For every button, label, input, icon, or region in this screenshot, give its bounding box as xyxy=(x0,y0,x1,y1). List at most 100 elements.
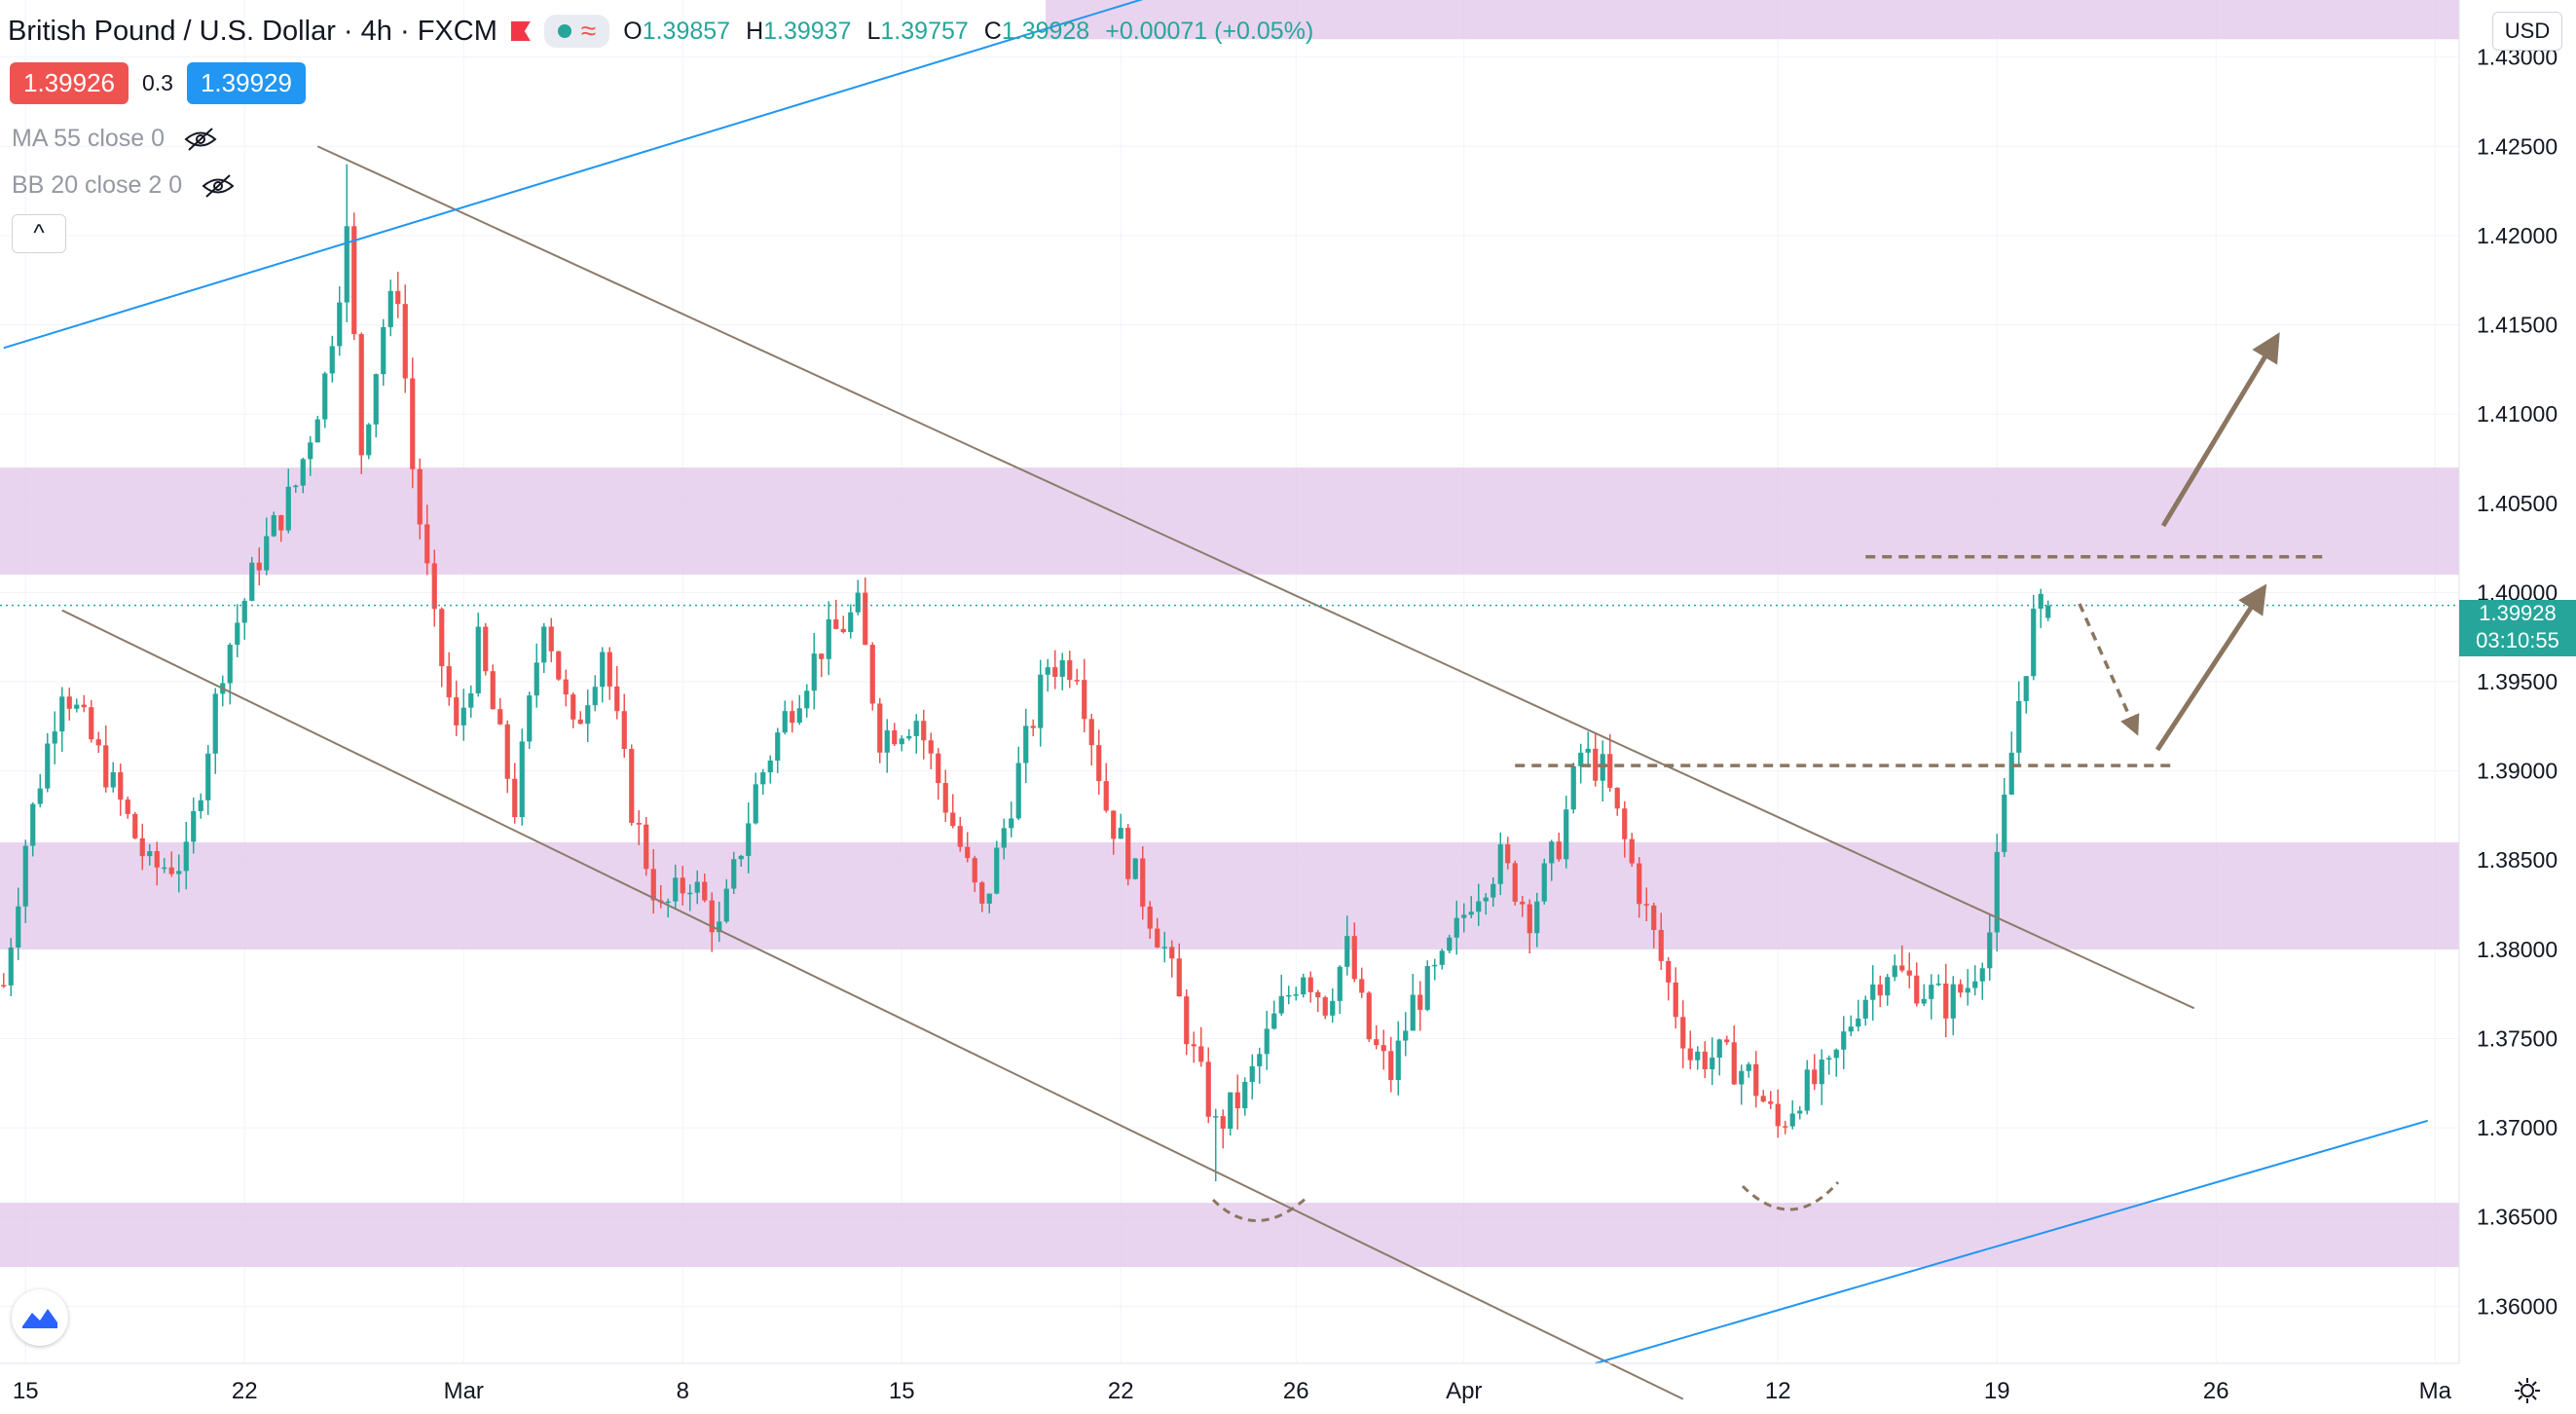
candle-body xyxy=(869,645,875,704)
candle-body xyxy=(497,709,503,725)
time-tick-label: Mar xyxy=(444,1378,484,1404)
candle-body xyxy=(986,893,992,904)
indicator-bb-label[interactable]: BB 20 close 2 0 xyxy=(12,171,183,199)
candle-body xyxy=(1556,841,1562,860)
candle-body xyxy=(329,346,335,374)
candle-body xyxy=(1088,719,1094,746)
trend-line[interactable] xyxy=(1595,1119,2429,1364)
indicator-bb[interactable]: BB 20 close 2 0 xyxy=(12,171,235,200)
candle-body xyxy=(1856,1018,1861,1027)
candle-body xyxy=(37,788,43,804)
hidden-eye-icon[interactable] xyxy=(184,127,217,152)
channel-line[interactable] xyxy=(61,609,1684,1400)
interval-label[interactable]: 4h xyxy=(360,15,392,47)
pullback-arrow[interactable] xyxy=(2078,603,2140,736)
candle-body xyxy=(1614,787,1620,809)
candle-body xyxy=(1015,763,1021,819)
candle-body xyxy=(1739,1070,1745,1085)
price-tick-label: 1.41500 xyxy=(2477,313,2558,338)
candle-body xyxy=(1410,994,1416,1031)
price-tick-label: 1.37500 xyxy=(2477,1025,2558,1051)
candle-body xyxy=(804,690,810,709)
candle-body xyxy=(1023,726,1029,763)
price-tick-label: 1.42500 xyxy=(2477,133,2558,159)
candle-body xyxy=(563,679,569,695)
candle-body xyxy=(1249,1065,1255,1082)
candle-body xyxy=(644,824,649,870)
indicator-ma[interactable]: MA 55 close 0 xyxy=(12,125,217,153)
candle-body xyxy=(154,851,160,868)
symbol-title[interactable]: British Pound / U.S. Dollar · 4h · FXCM xyxy=(8,15,497,47)
symbol-name[interactable]: British Pound / U.S. Dollar xyxy=(8,15,336,47)
candle-body xyxy=(855,592,861,613)
candle-body xyxy=(1059,660,1065,677)
candle-body xyxy=(241,600,247,623)
candle-body xyxy=(1234,1092,1240,1109)
settings-button[interactable] xyxy=(2504,1367,2551,1414)
candle-body xyxy=(1111,810,1117,839)
candle-body xyxy=(314,419,320,443)
candle-body xyxy=(592,687,598,706)
time-tick-label: 19 xyxy=(1984,1378,2010,1404)
candle-body xyxy=(1483,897,1489,902)
candle-body xyxy=(358,334,364,456)
candle-body xyxy=(1191,1044,1196,1047)
candle-body xyxy=(344,226,350,303)
currency-button[interactable]: USD xyxy=(2492,12,2562,51)
candle-body xyxy=(746,823,752,856)
candle-body xyxy=(928,740,934,754)
candle-body xyxy=(2008,752,2014,795)
candle-body xyxy=(118,771,124,800)
candle-body xyxy=(1972,981,1978,988)
candle-body xyxy=(775,732,781,762)
candle-body xyxy=(709,900,715,933)
time-tick-label: 15 xyxy=(889,1378,915,1404)
candle-body xyxy=(1301,977,1306,995)
bottom-arc[interactable] xyxy=(1741,1181,1840,1211)
currency-label: USD xyxy=(2504,19,2551,43)
candle-body xyxy=(767,761,773,773)
drawings[interactable] xyxy=(0,0,2459,1400)
candle-body xyxy=(936,753,941,784)
time-axis[interactable]: 15 22 Mar 8 15 22 26 Apr 12 19 26 Ma xyxy=(13,1378,2452,1404)
collapse-legend-button[interactable]: ^ xyxy=(12,214,66,253)
candle-body xyxy=(1038,674,1044,728)
sell-button[interactable]: 1.39926 xyxy=(10,62,129,104)
candle-body xyxy=(2045,605,2051,618)
candle-body xyxy=(1534,901,1540,934)
candle-body xyxy=(439,609,445,667)
up-arrow[interactable] xyxy=(2154,583,2267,752)
candle-body xyxy=(1264,1028,1270,1055)
candle-body xyxy=(1052,667,1058,677)
open-label: O xyxy=(623,17,643,45)
candle-body xyxy=(1731,1042,1737,1085)
candle-body xyxy=(1651,905,1657,930)
candle-body xyxy=(52,731,57,744)
buy-button[interactable]: 1.39929 xyxy=(186,62,306,104)
candle-body xyxy=(147,851,153,857)
candle-body xyxy=(1600,754,1605,781)
candle-body xyxy=(1520,901,1526,905)
market-status-pill[interactable]: ≈ xyxy=(543,15,610,48)
candle-body xyxy=(1344,936,1350,967)
trend-line[interactable] xyxy=(3,0,1245,350)
channel-line[interactable] xyxy=(316,145,2195,1010)
gear-icon xyxy=(2515,1378,2540,1403)
candle-body xyxy=(1687,1048,1693,1060)
candle-body xyxy=(125,800,130,814)
candle-body xyxy=(1490,883,1496,898)
candle-body xyxy=(1783,1126,1788,1128)
candle-body xyxy=(205,753,211,800)
candle-body xyxy=(1549,841,1555,864)
price-axis[interactable]: 1.36000 1.36500 1.37000 1.37500 1.38000 1.385… xyxy=(2477,45,2558,1320)
candle-body xyxy=(541,626,547,663)
flag-icon[interactable] xyxy=(510,21,531,41)
tradingview-logo[interactable] xyxy=(12,1289,68,1346)
up-arrow[interactable] xyxy=(2160,332,2280,528)
hidden-eye-icon[interactable] xyxy=(202,173,235,199)
candle-body xyxy=(1125,828,1131,879)
time-tick-label: Ma xyxy=(2419,1378,2452,1404)
candle-body xyxy=(1118,828,1123,839)
indicator-ma-label[interactable]: MA 55 close 0 xyxy=(12,125,166,152)
